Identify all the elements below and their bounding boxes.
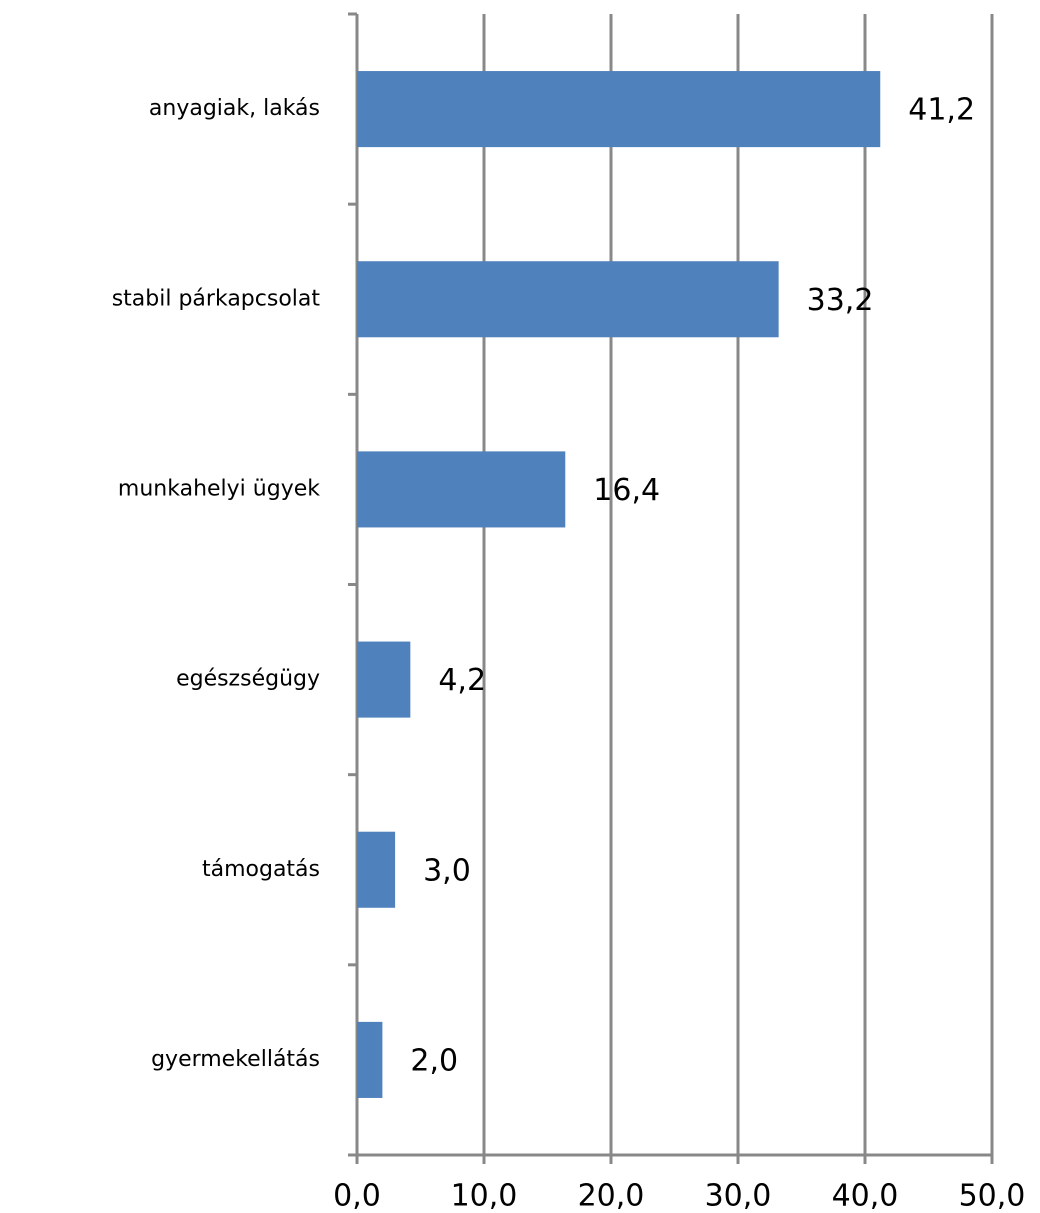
y-tick-label: támogatás <box>202 857 320 882</box>
value-label: 2,0 <box>410 1043 458 1078</box>
y-tick-label: anyagiak, lakás <box>149 96 320 121</box>
x-tick-label: 0,0 <box>333 1179 381 1213</box>
x-tick-label: 30,0 <box>705 1179 772 1213</box>
x-tick-label: 40,0 <box>832 1179 899 1213</box>
y-tick-label: egészségügy <box>176 667 320 692</box>
value-label: 41,2 <box>908 93 975 128</box>
bar <box>357 451 566 528</box>
bar <box>357 71 881 148</box>
value-label: 16,4 <box>593 473 660 508</box>
value-label: 3,0 <box>423 853 471 888</box>
x-tick-label: 20,0 <box>578 1179 645 1213</box>
x-tick-label: 10,0 <box>451 1179 518 1213</box>
bar <box>357 831 396 908</box>
bar <box>357 641 411 718</box>
bar <box>357 261 779 338</box>
y-tick-label: stabil párkapcsolat <box>112 286 321 311</box>
value-label: 33,2 <box>807 283 874 318</box>
bar <box>357 1021 383 1098</box>
y-tick-label: munkahelyi ügyek <box>118 476 320 501</box>
x-tick-label: 50,0 <box>959 1179 1026 1213</box>
y-tick-label: gyermekellátás <box>151 1047 320 1072</box>
value-label: 4,2 <box>438 663 486 698</box>
